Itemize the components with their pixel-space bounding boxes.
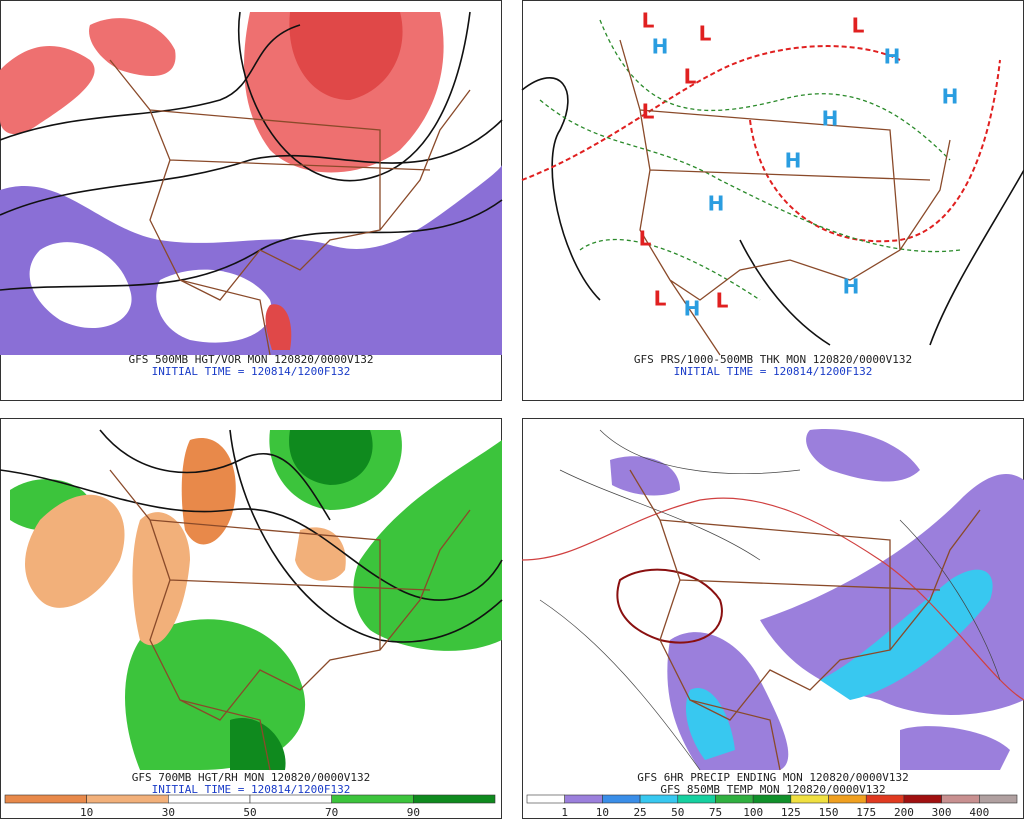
pressure-center: H (942, 85, 959, 109)
colorbar-swatch (602, 794, 641, 804)
colorbar-swatch (979, 794, 1018, 804)
colorbar-label: 150 (819, 806, 839, 819)
pressure-center: L (699, 22, 712, 46)
colorbar-swatch (677, 794, 716, 804)
colorbar-swatch (413, 794, 496, 804)
pressure-center: L (642, 100, 655, 124)
colorbar-label: 400 (969, 806, 989, 819)
pressure-center: L (654, 287, 667, 311)
colorbar-swatch (941, 794, 980, 804)
colorbar-label: 300 (932, 806, 952, 819)
pressure-center: L (642, 9, 655, 33)
map-precip (521, 429, 1024, 771)
colorbar-label: 50 (671, 806, 684, 819)
colorbar-swatch (903, 794, 942, 804)
colorbar-label: 125 (781, 806, 801, 819)
pressure-center: L (684, 65, 697, 89)
colorbar-swatch (639, 794, 679, 804)
colorbar-label: 90 (407, 806, 420, 819)
pressure-center: L (716, 289, 729, 313)
map-pressure (521, 19, 1024, 356)
colorbar-swatch (331, 794, 414, 804)
colorbar-swatch (752, 794, 792, 804)
map-caption: GFS 700MB HGT/RH MON 120820/0000V132 (132, 771, 370, 784)
colorbar-swatch (865, 794, 905, 804)
colorbar-swatch (715, 794, 754, 804)
colorbar-label: 75 (709, 806, 722, 819)
map-caption: GFS PRS/1000-500MB THK MON 120820/0000V1… (634, 353, 912, 366)
pressure-center: H (652, 35, 669, 59)
colorbar-label: 30 (162, 806, 175, 819)
colorbar-label: 50 (243, 806, 256, 819)
colorbar-label: 10 (80, 806, 93, 819)
pressure-center: L (639, 227, 652, 251)
colorbar-swatch (249, 794, 332, 804)
map-subcaption: INITIAL TIME = 120814/1200F132 (152, 365, 351, 378)
colorbar-label: 25 (633, 806, 646, 819)
colorbar-label: 70 (325, 806, 338, 819)
colorbar-swatch (564, 794, 603, 804)
colorbar-label: 200 (894, 806, 914, 819)
colorbar-label: 10 (596, 806, 609, 819)
colorbar-label: 175 (856, 806, 876, 819)
panel-frame (522, 0, 1024, 401)
colorbar-swatch (168, 794, 251, 804)
pressure-center: H (884, 45, 901, 69)
colorbar-swatch (4, 794, 87, 804)
pressure-center: L (852, 14, 865, 38)
map-700mb (0, 429, 503, 771)
pressure-center: H (684, 297, 701, 321)
map-subcaption: INITIAL TIME = 120814/1200F132 (152, 783, 351, 796)
pressure-center: H (822, 107, 839, 131)
map-caption: GFS 500MB HGT/VOR MON 120820/0000V132 (128, 353, 373, 366)
map-subcaption: GFS 850MB TEMP MON 120820/0000V132 (660, 783, 885, 796)
pressure-center: H (785, 149, 802, 173)
colorbar-swatch (828, 794, 867, 804)
colorbar-swatch (86, 794, 169, 804)
pressure-center: H (708, 192, 725, 216)
map-subcaption: INITIAL TIME = 120814/1200F132 (674, 365, 873, 378)
map-500mb (0, 11, 503, 356)
colorbar-swatch (790, 794, 829, 804)
colorbar-label: 1 (561, 806, 568, 819)
pressure-center: H (843, 275, 860, 299)
colorbar-swatch (526, 794, 565, 804)
map-caption: GFS 6HR PRECIP ENDING MON 120820/0000V13… (637, 771, 909, 784)
colorbar-label: 100 (743, 806, 763, 819)
